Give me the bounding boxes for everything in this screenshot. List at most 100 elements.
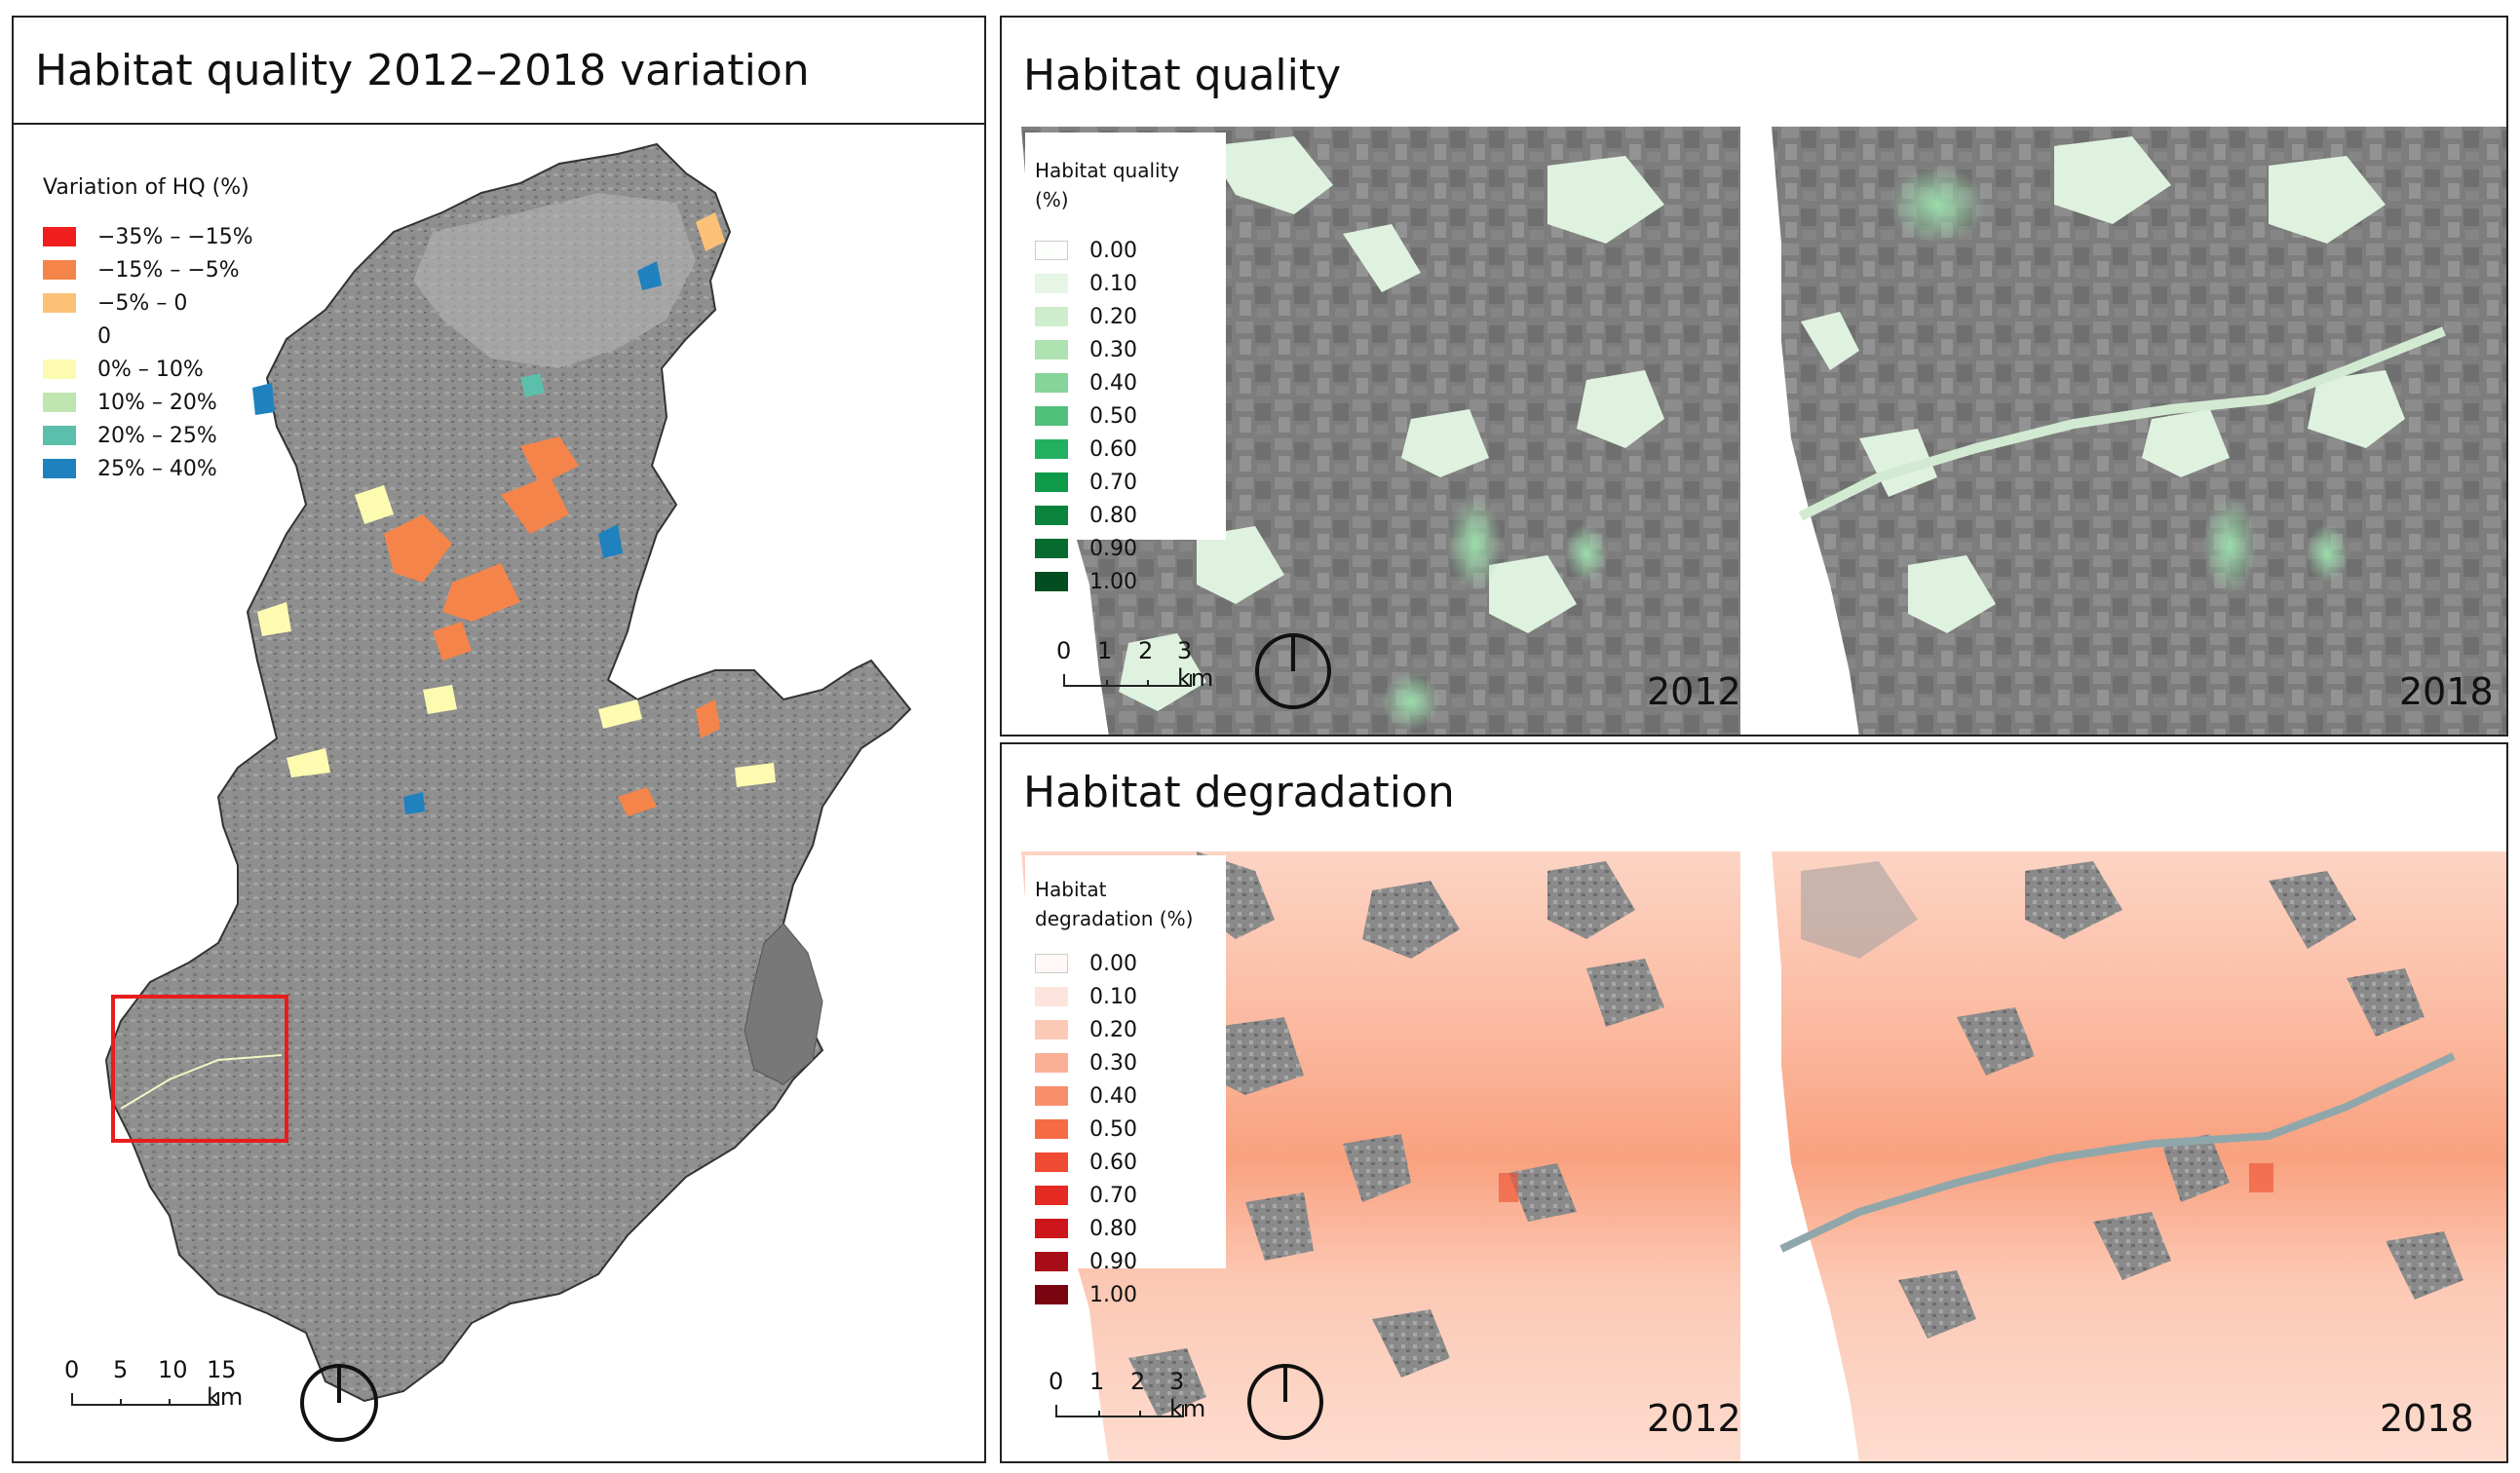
- legend-item: 0.20: [1035, 1013, 1216, 1046]
- legend-item: 0.40: [1035, 1079, 1216, 1113]
- legend-swatch: [1035, 340, 1068, 359]
- variation-map-panel: Habitat quality 2012–2018 variation: [12, 16, 986, 1463]
- legend-swatch: [1035, 1020, 1068, 1039]
- study-area-box: [111, 995, 288, 1143]
- legend-item: 0.00: [1035, 947, 1216, 980]
- legend-item: 0.80: [1035, 1212, 1216, 1245]
- legend-item: 0.60: [1035, 1146, 1216, 1179]
- legend-item: 0.50: [1035, 1113, 1216, 1146]
- legend-label: 0.20: [1089, 304, 1137, 329]
- north-arrow-icon: [1255, 633, 1331, 709]
- legend-swatch: [43, 227, 76, 246]
- legend-swatch: [1035, 539, 1068, 558]
- scale-tick-label: 0: [64, 1356, 80, 1383]
- legend-item: 10% – 20%: [43, 386, 296, 419]
- variation-scale-bar: 0 5 10 15 km: [64, 1356, 259, 1415]
- scale-bar-line: [1055, 1405, 1184, 1417]
- legend-item: 0.70: [1035, 1179, 1216, 1212]
- legend-label: 0.80: [1089, 503, 1137, 528]
- scale-tick-label: 1: [1089, 1368, 1105, 1395]
- legend-label: 25% – 40%: [97, 456, 217, 481]
- legend-swatch: [1035, 373, 1068, 393]
- legend-item: 0.40: [1035, 366, 1216, 399]
- scale-tick-label: 3 km: [1177, 637, 1214, 692]
- province-area: [104, 142, 912, 1403]
- legend-swatch: [1035, 1219, 1068, 1238]
- legend-swatch: [1035, 954, 1068, 973]
- scale-tick-label: 0: [1056, 637, 1072, 664]
- legend-swatch: [43, 260, 76, 280]
- legend-swatch: [1035, 1086, 1068, 1106]
- legend-item: −35% – −15%: [43, 220, 296, 253]
- habitat-degradation-title: Habitat degradation: [1002, 744, 2506, 851]
- legend-item: 0.90: [1035, 1245, 1216, 1278]
- legend-label: 20% – 25%: [97, 423, 217, 448]
- degradation-scale-bar: 0 1 2 3 km: [1049, 1368, 1206, 1426]
- variation-patches: [252, 212, 776, 816]
- legend-item: 0.30: [1035, 333, 1216, 366]
- legend-item: 0.50: [1035, 399, 1216, 433]
- scale-tick-label: 15 km: [207, 1356, 244, 1411]
- scale-tick-label: 1: [1097, 637, 1113, 664]
- legend-item: 0.10: [1035, 980, 1216, 1013]
- legend-item: 0.70: [1035, 466, 1216, 499]
- legend-item: −5% – 0: [43, 286, 296, 320]
- legend-swatch: [1035, 506, 1068, 525]
- legend-swatch: [1035, 1152, 1068, 1172]
- legend-swatch: [1035, 439, 1068, 459]
- legend-label: 10% – 20%: [97, 390, 217, 415]
- legend-label: 0.00: [1089, 951, 1137, 976]
- legend-swatch: [1035, 1053, 1068, 1073]
- quality-legend: Habitat quality (%) 0.00 0.10 0.20 0.30 …: [1025, 132, 1226, 594]
- legend-label: 0.60: [1089, 1150, 1137, 1175]
- legend-label: 0: [97, 323, 111, 349]
- north-arrow-icon: [300, 1364, 378, 1442]
- legend-label: 0.70: [1089, 470, 1137, 495]
- legend-label: 0.40: [1089, 1083, 1137, 1109]
- variation-map[interactable]: Variation of HQ (%) −35% – −15% −15% – −…: [14, 125, 984, 1461]
- scale-tick-label: 3 km: [1169, 1368, 1206, 1422]
- habitat-quality-title: Habitat quality: [1002, 18, 2506, 127]
- north-arrow-icon: [1247, 1364, 1323, 1440]
- legend-label: −35% – −15%: [97, 224, 253, 249]
- legend-swatch: [43, 326, 76, 346]
- variation-map-canvas: [104, 142, 912, 1403]
- legend-swatch: [1035, 572, 1068, 591]
- variation-legend: Variation of HQ (%) −35% – −15% −15% – −…: [43, 173, 296, 485]
- legend-label: 0.80: [1089, 1216, 1137, 1241]
- legend-swatch: [43, 426, 76, 445]
- legend-label: −15% – −5%: [97, 257, 240, 283]
- legend-swatch: [1035, 241, 1068, 260]
- scale-bar-line: [71, 1393, 219, 1406]
- degradation-legend-title: Habitat degradation (%): [1035, 875, 1216, 933]
- legend-label: 0.50: [1089, 1116, 1137, 1142]
- quality-year-2018: 2018: [2399, 670, 2494, 713]
- legend-label: 0.70: [1089, 1183, 1137, 1208]
- scale-tick-label: 2: [1130, 1368, 1146, 1395]
- legend-item: 0: [43, 320, 296, 353]
- legend-item: 0.80: [1035, 499, 1216, 532]
- quality-year-2012: 2012: [1647, 670, 1741, 713]
- legend-item: 0.00: [1035, 234, 1216, 267]
- degradation-legend-title-line1: Habitat: [1035, 878, 1107, 901]
- legend-label: 0.50: [1089, 403, 1137, 429]
- habitat-degradation-maps[interactable]: Habitat degradation (%) 0.00 0.10 0.20 0…: [1002, 851, 2506, 1461]
- variation-legend-title: Variation of HQ (%): [43, 175, 249, 200]
- habitat-degradation-panel: Habitat degradation: [1000, 742, 2508, 1463]
- habitat-quality-canvas: [1002, 127, 2506, 735]
- scale-tick-label: 2: [1138, 637, 1154, 664]
- habitat-quality-maps[interactable]: Habitat quality (%) 0.00 0.10 0.20 0.30 …: [1002, 127, 2506, 735]
- lake: [744, 923, 823, 1085]
- legend-item: 0.20: [1035, 300, 1216, 333]
- degradation-year-2012: 2012: [1647, 1397, 1741, 1440]
- scale-bar-line: [1063, 674, 1192, 687]
- legend-item: 0% – 10%: [43, 353, 296, 386]
- legend-label: 0.90: [1089, 1249, 1137, 1274]
- legend-label: 0.40: [1089, 370, 1137, 396]
- legend-item: 20% – 25%: [43, 419, 296, 452]
- legend-swatch: [1035, 274, 1068, 293]
- degradation-year-2018: 2018: [2380, 1397, 2474, 1440]
- habitat-quality-panel: Habitat quality: [1000, 16, 2508, 736]
- legend-swatch: [1035, 1119, 1068, 1139]
- legend-label: 1.00: [1089, 569, 1137, 594]
